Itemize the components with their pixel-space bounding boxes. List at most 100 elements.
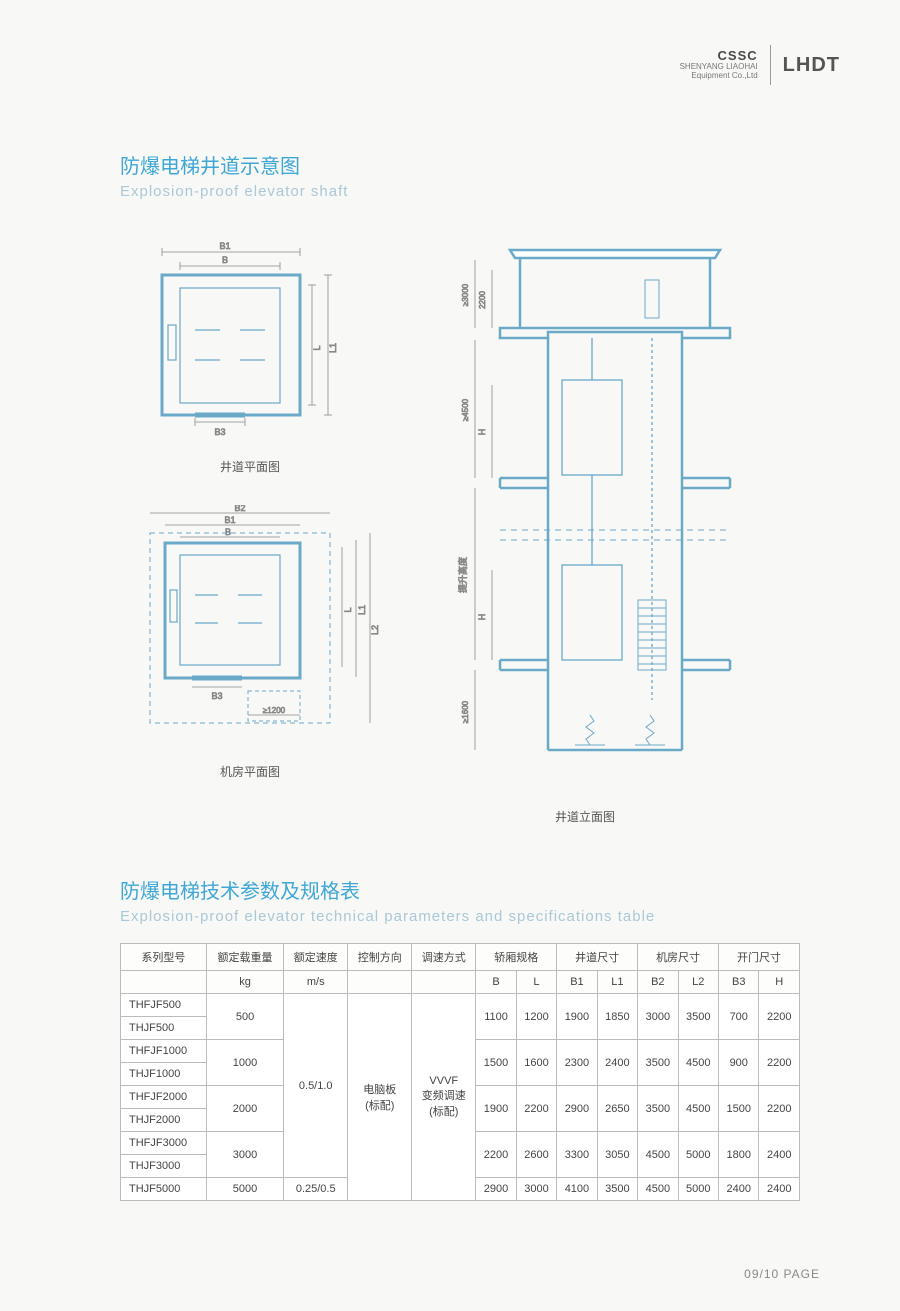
- cell-value: 2650: [597, 1086, 637, 1132]
- svg-text:≥1600: ≥1600: [461, 700, 470, 723]
- cell-value: 1500: [476, 1040, 516, 1086]
- th-shaft: 井道尺寸: [557, 944, 638, 971]
- cell-value: 3000: [516, 1178, 556, 1201]
- th-L2: L2: [678, 971, 718, 994]
- cell-value: 2400: [597, 1040, 637, 1086]
- machine-room-caption: 机房平面图: [120, 763, 380, 780]
- cell-value: 4500: [678, 1086, 718, 1132]
- cell-value: 3300: [557, 1132, 597, 1178]
- cell-model: THFJF500: [121, 994, 207, 1017]
- th-B3b: B3: [719, 971, 759, 994]
- cssc-logo: CSSC: [718, 49, 758, 63]
- section2-title-cn: 防爆电梯技术参数及规格表: [120, 875, 800, 904]
- section1-title-cn: 防爆电梯井道示意图: [120, 150, 800, 179]
- section2-title-en: Explosion-proof elevator technical param…: [120, 908, 800, 925]
- cell-value: 5000: [678, 1178, 718, 1201]
- cell-value: 1200: [516, 994, 556, 1040]
- svg-text:提升高度: 提升高度: [457, 557, 468, 593]
- svg-text:L1: L1: [328, 343, 338, 353]
- cell-model: THJF500: [121, 1017, 207, 1040]
- svg-text:≥3000: ≥3000: [461, 283, 470, 306]
- th-B: B: [476, 971, 516, 994]
- table-header-row1: 系列型号 额定载重量 额定速度 控制方向 调速方式 轿厢规格 井道尺寸 机房尺寸…: [121, 944, 800, 971]
- cell-load: 500: [206, 994, 283, 1040]
- cell-load: 3000: [206, 1132, 283, 1178]
- svg-text:L: L: [312, 345, 322, 350]
- svg-text:B1: B1: [219, 241, 230, 251]
- cell-value: 5000: [678, 1132, 718, 1178]
- table-header-row2: kg m/s B L B1 L1 B2 L2 B3 H: [121, 971, 800, 994]
- svg-text:2200: 2200: [478, 291, 487, 309]
- cell-value: 900: [719, 1040, 759, 1086]
- cell-value: 2300: [557, 1040, 597, 1086]
- cell-model: THFJF2000: [121, 1086, 207, 1109]
- spec-table: 系列型号 额定载重量 额定速度 控制方向 调速方式 轿厢规格 井道尺寸 机房尺寸…: [120, 943, 800, 1201]
- cell-value: 2200: [516, 1086, 556, 1132]
- cell-speed: 0.25/0.5: [284, 1178, 348, 1201]
- svg-text:L2: L2: [370, 625, 380, 635]
- svg-text:B3: B3: [214, 427, 225, 437]
- company-sub: Equipment Co.,Ltd: [691, 72, 757, 81]
- cell-model: THJF3000: [121, 1155, 207, 1178]
- elevation-diagram: ≥3000 2200 ≥4500 H 提升高度 H: [420, 240, 750, 825]
- cell-load: 2000: [206, 1086, 283, 1132]
- th-control: 控制方向: [348, 944, 412, 971]
- cell-value: 2200: [759, 1086, 800, 1132]
- cell-model: THJF2000: [121, 1109, 207, 1132]
- elevation-caption: 井道立面图: [420, 808, 750, 825]
- th-model: 系列型号: [121, 944, 207, 971]
- cell-value: 2900: [476, 1178, 516, 1201]
- th-mroom: 机房尺寸: [638, 944, 719, 971]
- th-speed: 额定速度: [284, 944, 348, 971]
- diagram-row: B1 B L L1: [120, 240, 800, 825]
- cell-value: 4500: [638, 1178, 678, 1201]
- th-B1: B1: [557, 971, 597, 994]
- table-row: THFJF5005000.5/1.0电脑板 (标配)VVVF 变频调速 (标配)…: [121, 994, 800, 1017]
- svg-text:L1: L1: [357, 605, 367, 615]
- cell-value: 3500: [678, 994, 718, 1040]
- th-L1: L1: [597, 971, 637, 994]
- th-load: 额定载重量: [206, 944, 283, 971]
- svg-text:H: H: [477, 429, 487, 436]
- th-mode: 调速方式: [412, 944, 476, 971]
- th-kg: kg: [206, 971, 283, 994]
- cell-value: 3000: [638, 994, 678, 1040]
- th-B2: B2: [638, 971, 678, 994]
- cell-control: 电脑板 (标配): [348, 994, 412, 1201]
- cell-load: 1000: [206, 1040, 283, 1086]
- th-ms: m/s: [284, 971, 348, 994]
- cell-value: 1800: [719, 1132, 759, 1178]
- svg-text:H: H: [477, 614, 487, 621]
- svg-text:≥4500: ≥4500: [461, 398, 470, 421]
- plan-caption: 井道平面图: [120, 458, 380, 475]
- section1-title-en: Explosion-proof elevator shaft: [120, 183, 800, 200]
- cell-value: 4100: [557, 1178, 597, 1201]
- th-car: 轿厢规格: [476, 944, 557, 971]
- page-header: CSSC SHENYANG LIAOHAI Equipment Co.,Ltd …: [680, 45, 840, 85]
- th-blank: [121, 971, 207, 994]
- cell-value: 2200: [759, 1040, 800, 1086]
- cell-value: 4500: [678, 1040, 718, 1086]
- lhdt-logo: LHDT: [783, 54, 840, 77]
- cell-value: 2900: [557, 1086, 597, 1132]
- cell-value: 1100: [476, 994, 516, 1040]
- cell-value: 3500: [597, 1178, 637, 1201]
- cell-speed: 0.5/1.0: [284, 994, 348, 1178]
- machine-room-diagram: B2 B1 B L L1 L2 B3: [120, 505, 380, 780]
- cell-load: 5000: [206, 1178, 283, 1201]
- cell-value: 1500: [719, 1086, 759, 1132]
- cell-value: 2200: [476, 1132, 516, 1178]
- svg-text:B: B: [222, 255, 228, 265]
- cell-value: 2600: [516, 1132, 556, 1178]
- header-divider: [770, 45, 771, 85]
- svg-text:≥1200: ≥1200: [263, 706, 286, 715]
- shaft-plan-diagram: B1 B L L1: [120, 240, 380, 475]
- svg-text:B2: B2: [234, 505, 245, 513]
- cell-value: 3050: [597, 1132, 637, 1178]
- cell-value: 1600: [516, 1040, 556, 1086]
- svg-text:B1: B1: [224, 515, 235, 525]
- cell-value: 2200: [759, 994, 800, 1040]
- svg-text:B: B: [225, 527, 231, 537]
- cell-model: THJF1000: [121, 1063, 207, 1086]
- cell-model: THFJF1000: [121, 1040, 207, 1063]
